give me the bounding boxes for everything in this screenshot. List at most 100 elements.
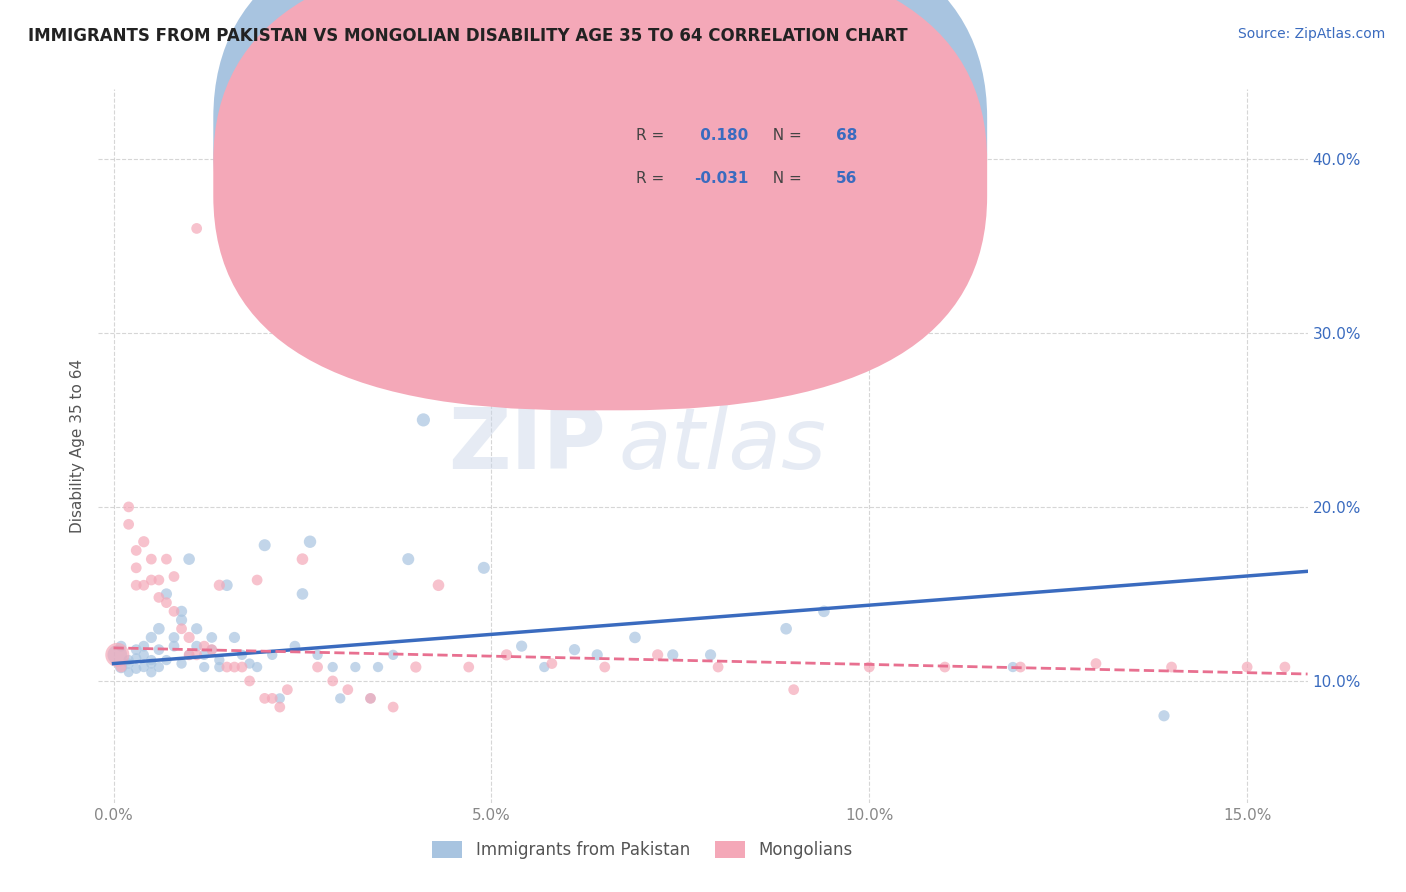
Point	[586, 648, 609, 662]
Point	[246, 573, 269, 587]
Point	[782, 682, 804, 697]
Point	[170, 622, 193, 636]
Point	[1010, 660, 1032, 674]
Text: ZIP: ZIP	[449, 404, 606, 488]
Point	[322, 660, 344, 674]
Point	[284, 639, 307, 653]
Point	[201, 642, 224, 657]
Point	[593, 660, 616, 674]
Point	[1274, 660, 1296, 674]
Point	[208, 578, 231, 592]
Text: IMMIGRANTS FROM PAKISTAN VS MONGOLIAN DISABILITY AGE 35 TO 64 CORRELATION CHART: IMMIGRANTS FROM PAKISTAN VS MONGOLIAN DI…	[28, 27, 908, 45]
Point	[412, 413, 434, 427]
Text: 68: 68	[837, 128, 858, 143]
Point	[186, 639, 208, 653]
Point	[163, 604, 186, 618]
Point	[699, 648, 721, 662]
Point	[457, 660, 479, 674]
Point	[291, 552, 314, 566]
Point	[231, 660, 253, 674]
Point	[307, 648, 329, 662]
Point	[382, 648, 405, 662]
Point	[231, 648, 253, 662]
Point	[186, 648, 208, 662]
Point	[110, 660, 132, 674]
Point	[299, 534, 322, 549]
Point	[336, 682, 359, 697]
Text: Source: ZipAtlas.com: Source: ZipAtlas.com	[1237, 27, 1385, 41]
Point	[262, 691, 284, 706]
Point	[132, 578, 155, 592]
Point	[775, 622, 797, 636]
Point	[647, 648, 669, 662]
Point	[201, 642, 224, 657]
Point	[179, 648, 201, 662]
Point	[186, 221, 208, 235]
Point	[132, 639, 155, 653]
Point	[118, 517, 141, 532]
Point	[141, 665, 163, 680]
Text: R =: R =	[637, 171, 669, 186]
Point	[360, 691, 382, 706]
Point	[170, 604, 193, 618]
Point	[269, 691, 291, 706]
Point	[125, 662, 148, 676]
Point	[155, 653, 177, 667]
Point	[1085, 657, 1108, 671]
Point	[163, 631, 186, 645]
Point	[1001, 660, 1024, 674]
Point	[141, 552, 163, 566]
Point	[360, 691, 382, 706]
Point	[276, 682, 298, 697]
Text: N =: N =	[763, 128, 807, 143]
Point	[396, 552, 419, 566]
Point	[141, 631, 163, 645]
Point	[193, 660, 215, 674]
Point	[141, 657, 163, 671]
Point	[239, 673, 262, 688]
Point	[155, 552, 177, 566]
Point	[155, 596, 177, 610]
Point	[118, 665, 141, 680]
Point	[253, 691, 276, 706]
FancyBboxPatch shape	[546, 103, 932, 218]
Point	[405, 660, 427, 674]
Text: 0.180: 0.180	[695, 128, 748, 143]
Point	[201, 631, 224, 645]
Point	[179, 552, 201, 566]
Y-axis label: Disability Age 35 to 64: Disability Age 35 to 64	[70, 359, 86, 533]
Point	[707, 660, 730, 674]
Point	[148, 660, 170, 674]
Point	[193, 639, 215, 653]
Point	[253, 538, 276, 552]
Text: R =: R =	[637, 128, 669, 143]
Point	[262, 648, 284, 662]
Point	[148, 591, 170, 605]
Point	[1236, 660, 1258, 674]
Point	[367, 660, 389, 674]
Point	[224, 631, 246, 645]
Point	[224, 660, 246, 674]
Point	[427, 578, 450, 592]
Point	[344, 660, 367, 674]
Point	[125, 651, 148, 665]
Point	[495, 648, 517, 662]
Text: -0.031: -0.031	[695, 171, 749, 186]
Point	[1160, 660, 1182, 674]
Point	[148, 622, 170, 636]
Point	[141, 573, 163, 587]
Point	[624, 631, 647, 645]
Point	[125, 543, 148, 558]
Point	[322, 673, 344, 688]
FancyBboxPatch shape	[214, 0, 987, 410]
Point	[170, 613, 193, 627]
Point	[239, 657, 262, 671]
Point	[118, 500, 141, 514]
Point	[148, 573, 170, 587]
Legend: Immigrants from Pakistan, Mongolians: Immigrants from Pakistan, Mongolians	[426, 834, 859, 866]
Point	[813, 604, 835, 618]
Point	[510, 639, 533, 653]
Point	[472, 561, 495, 575]
Point	[329, 691, 352, 706]
Point	[105, 648, 128, 662]
